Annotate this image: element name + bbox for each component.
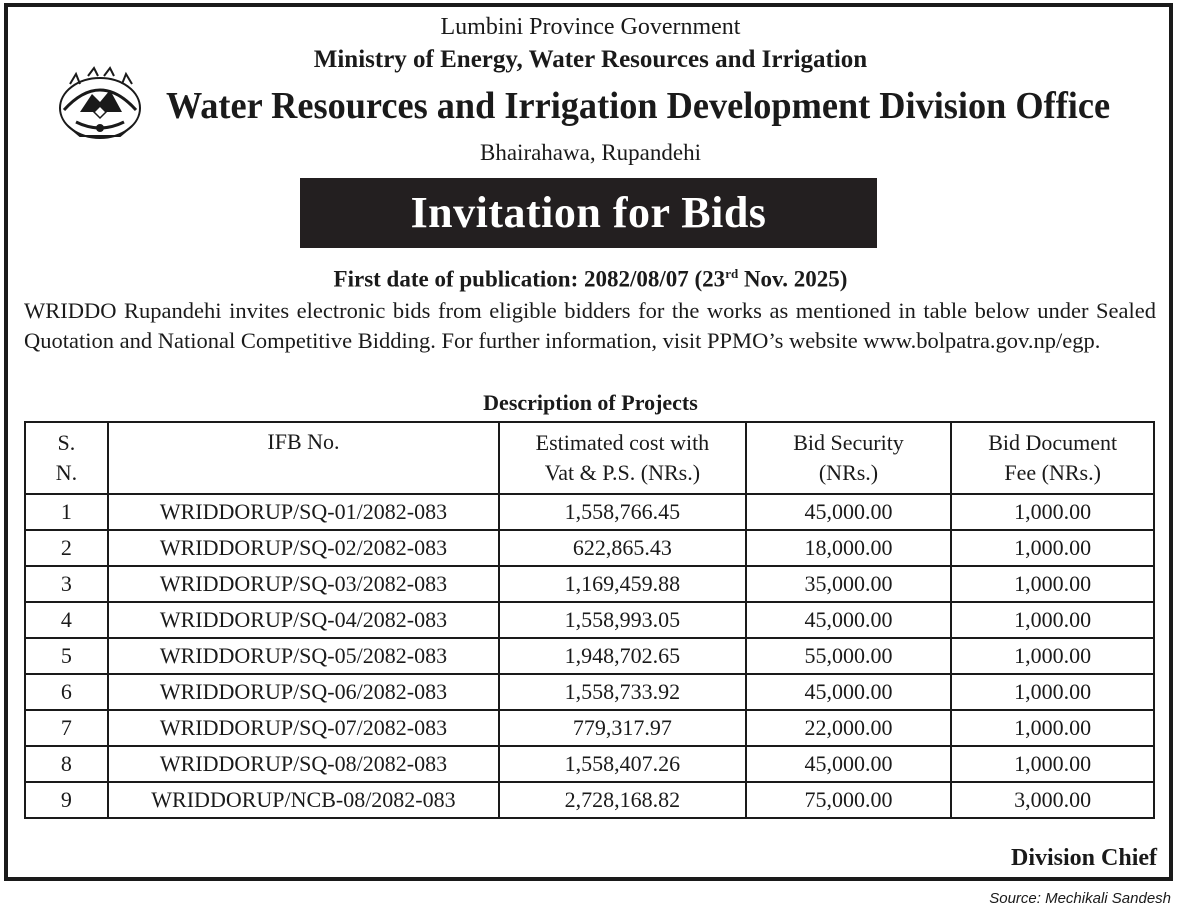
publication-date-ordinal: rd — [725, 266, 739, 281]
office-name: Water Resources and Irrigation Developme… — [166, 85, 1111, 127]
bid-security-cell: 75,000.00 — [744, 781, 953, 819]
table-row: 8 WRIDDORUP/SQ-08/2082-083 1,558,407.26 45,… — [24, 745, 1155, 783]
table-row: 5 WRIDDORUP/SQ-05/2082-083 1,948,702.65 55,… — [24, 637, 1155, 675]
government-name: Lumbini Province Government — [440, 14, 741, 40]
ifb-number-cell: WRIDDORUP/SQ-06/2082-083 — [106, 673, 501, 711]
table-row: 9 WRIDDORUP/NCB-08/2082-083 2,728,168.82 75… — [24, 781, 1155, 819]
ifb-number-cell: WRIDDORUP/SQ-08/2082-083 — [106, 745, 501, 783]
ministry-name: Ministry of Energy, Water Resources and … — [313, 46, 868, 73]
table-row: 4 WRIDDORUP/SQ-04/2082-083 1,558,993.05 45,… — [24, 601, 1155, 639]
header-serial-number: S. N. — [24, 421, 109, 495]
bid-security-cell: 18,000.00 — [744, 529, 953, 567]
government-emblem-icon — [59, 66, 141, 139]
serial-number-cell: 1 — [24, 493, 109, 531]
bid-document-fee-cell: 1,000.00 — [950, 745, 1155, 783]
table-row: 1 WRIDDORUP/SQ-01/2082-083 1,558,766.45 45,… — [24, 493, 1155, 531]
header-estimated-cost: Estimated cost with Vat & P.S. (NRs.) — [498, 421, 747, 495]
intro-paragraph: WRIDDO Rupandehi invites electronic bids… — [24, 298, 1156, 353]
serial-number-cell: 6 — [24, 673, 109, 711]
serial-number-cell: 3 — [24, 565, 109, 603]
bid-document-fee-cell: 1,000.00 — [950, 673, 1155, 711]
header-bid-document-fee: Bid Document Fee (NRs.) — [950, 421, 1155, 495]
estimated-cost-cell: 1,948,702.65 — [498, 637, 747, 675]
ifb-number-cell: WRIDDORUP/SQ-02/2082-083 — [106, 529, 501, 567]
estimated-cost-cell: 2,728,168.82 — [498, 781, 747, 819]
bid-security-cell: 55,000.00 — [744, 637, 953, 675]
table-row: 6 WRIDDORUP/SQ-06/2082-083 1,558,733.92 45,… — [24, 673, 1155, 711]
bid-security-cell: 35,000.00 — [744, 565, 953, 603]
table-body: 1 WRIDDORUP/SQ-01/2082-083 1,558,766.45 45,… — [24, 493, 1155, 819]
notice-border — [4, 3, 1173, 881]
ifb-number-cell: WRIDDORUP/SQ-01/2082-083 — [106, 493, 501, 531]
ifb-number-cell: WRIDDORUP/SQ-05/2082-083 — [106, 637, 501, 675]
serial-number-cell: 5 — [24, 637, 109, 675]
estimated-cost-cell: 1,169,459.88 — [498, 565, 747, 603]
serial-number-cell: 9 — [24, 781, 109, 819]
bid-document-fee-cell: 1,000.00 — [950, 493, 1155, 531]
bid-security-cell: 22,000.00 — [744, 709, 953, 747]
table-row: 7 WRIDDORUP/SQ-07/2082-083 779,317.97 22,00… — [24, 709, 1155, 747]
bid-security-cell: 45,000.00 — [744, 673, 953, 711]
bid-document-fee-cell: 1,000.00 — [950, 637, 1155, 675]
signatory-title: Division Chief — [1010, 845, 1157, 871]
bid-document-fee-cell: 3,000.00 — [950, 781, 1155, 819]
bid-document-fee-cell: 1,000.00 — [950, 709, 1155, 747]
ifb-number-cell: WRIDDORUP/SQ-03/2082-083 — [106, 565, 501, 603]
publication-date-prefix: First date of publication: 2082/08/07 (2… — [333, 266, 726, 292]
serial-number-cell: 8 — [24, 745, 109, 783]
estimated-cost-cell: 1,558,993.05 — [498, 601, 747, 639]
estimated-cost-cell: 779,317.97 — [498, 709, 747, 747]
table-row: 3 WRIDDORUP/SQ-03/2082-083 1,169,459.88 35,… — [24, 565, 1155, 603]
serial-number-cell: 4 — [24, 601, 109, 639]
estimated-cost-cell: 1,558,733.92 — [498, 673, 747, 711]
bid-security-cell: 45,000.00 — [744, 601, 953, 639]
projects-table: S. N. IFB No. Estimated cost with Vat & P.… — [24, 421, 1155, 819]
bid-document-fee-cell: 1,000.00 — [950, 529, 1155, 567]
estimated-cost-cell: 1,558,407.26 — [498, 745, 747, 783]
header-bid-security: Bid Security (NRs.) — [744, 421, 953, 495]
bid-document-fee-cell: 1,000.00 — [950, 565, 1155, 603]
ifb-number-cell: WRIDDORUP/SQ-07/2082-083 — [106, 709, 501, 747]
header-ifb-number: IFB No. — [106, 421, 501, 495]
estimated-cost-cell: 1,558,766.45 — [498, 493, 747, 531]
notice-title-banner: Invitation for Bids — [300, 178, 877, 248]
table-title: Description of Projects — [483, 390, 698, 415]
publication-date-suffix: Nov. 2025) — [738, 266, 848, 292]
office-location: Bhairahawa, Rupandehi — [480, 140, 701, 165]
table-header-row: S. N. IFB No. Estimated cost with Vat & P.… — [24, 421, 1155, 495]
bid-security-cell: 45,000.00 — [744, 745, 953, 783]
serial-number-cell: 7 — [24, 709, 109, 747]
ifb-number-cell: WRIDDORUP/SQ-04/2082-083 — [106, 601, 501, 639]
bid-security-cell: 45,000.00 — [744, 493, 953, 531]
table-row: 2 WRIDDORUP/SQ-02/2082-083 622,865.43 18,00… — [24, 529, 1155, 567]
publication-date: First date of publication: 2082/08/07 (2… — [0, 266, 1181, 293]
estimated-cost-cell: 622,865.43 — [498, 529, 747, 567]
bid-document-fee-cell: 1,000.00 — [950, 601, 1155, 639]
serial-number-cell: 2 — [24, 529, 109, 567]
source-credit: Source: Mechikali Sandesh — [989, 890, 1171, 907]
ifb-number-cell: WRIDDORUP/NCB-08/2082-083 — [106, 781, 501, 819]
